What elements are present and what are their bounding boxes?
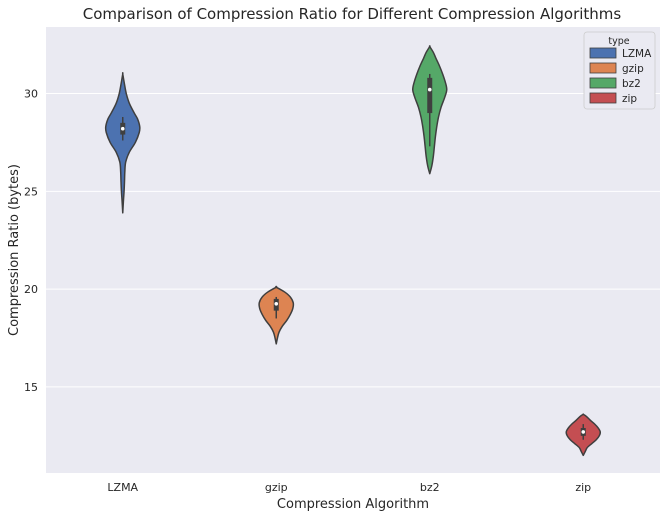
chart-title: Comparison of Compression Ratio for Diff… xyxy=(83,5,622,23)
y-tick-label: 25 xyxy=(24,185,38,198)
y-tick-label: 30 xyxy=(24,88,38,101)
legend-swatch-gzip xyxy=(589,62,617,74)
x-tick-labels: LZMA gzip bz2 zip xyxy=(107,481,591,494)
legend-label-lzma: LZMA xyxy=(622,48,652,60)
x-tick-label: LZMA xyxy=(107,481,138,494)
legend: type LZMA gzip bz2 zip xyxy=(583,31,656,110)
legend-label-gzip: gzip xyxy=(622,63,644,75)
y-axis-label: Compression Ratio (bytes) xyxy=(7,164,22,336)
violins xyxy=(104,45,602,457)
legend-label-zip: zip xyxy=(622,93,637,105)
median-marker-lzma xyxy=(120,126,125,131)
legend-swatch-lzma xyxy=(589,47,617,59)
legend-swatch-zip xyxy=(589,92,617,104)
x-tick-label: zip xyxy=(575,481,591,494)
y-tick-label: 15 xyxy=(24,381,38,394)
x-tick-label: bz2 xyxy=(420,481,440,494)
y-tick-label: 20 xyxy=(24,283,38,296)
violin-lzma xyxy=(104,71,141,214)
legend-items: LZMA gzip bz2 zip xyxy=(589,47,652,105)
y-tick-labels: 15 20 25 30 xyxy=(24,88,38,394)
x-axis-label: Compression Algorithm xyxy=(277,497,429,512)
x-tick-label: gzip xyxy=(265,481,288,494)
plot-background xyxy=(46,27,660,473)
legend-label-bz2: bz2 xyxy=(622,78,641,90)
median-marker-zip xyxy=(581,430,586,434)
legend-title: type xyxy=(608,36,629,47)
median-marker-bz2 xyxy=(427,87,432,92)
median-marker-gzip xyxy=(274,301,279,306)
legend-swatch-bz2 xyxy=(589,77,617,89)
gridlines xyxy=(46,93,660,388)
iqr-box-bz2 xyxy=(427,77,433,114)
